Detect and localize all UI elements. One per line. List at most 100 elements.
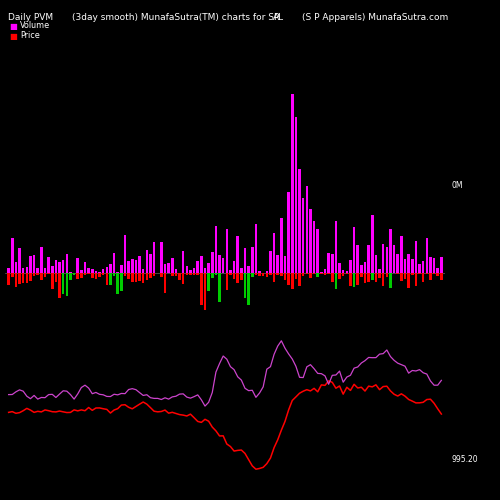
- Bar: [200, 273, 202, 306]
- Bar: [66, 254, 68, 273]
- Bar: [80, 273, 82, 278]
- Bar: [291, 273, 294, 289]
- Bar: [168, 264, 170, 273]
- Bar: [229, 273, 232, 274]
- Bar: [94, 273, 97, 279]
- Bar: [40, 273, 42, 280]
- Bar: [171, 258, 173, 273]
- Bar: [360, 265, 362, 273]
- Bar: [309, 273, 312, 278]
- Bar: [48, 273, 50, 274]
- Bar: [284, 273, 286, 280]
- Bar: [116, 273, 119, 294]
- Text: 995.20: 995.20: [452, 456, 478, 464]
- Bar: [149, 273, 152, 278]
- Bar: [422, 273, 424, 281]
- Bar: [120, 266, 122, 273]
- Bar: [338, 273, 341, 278]
- Bar: [193, 273, 196, 275]
- Bar: [174, 268, 177, 273]
- Bar: [353, 273, 356, 287]
- Bar: [109, 264, 112, 273]
- Bar: [193, 268, 196, 273]
- Bar: [113, 253, 116, 273]
- Text: (3day smooth) MunafaSutra(TM) charts for SP: (3day smooth) MunafaSutra(TM) charts for…: [72, 12, 280, 22]
- Bar: [382, 244, 384, 273]
- Bar: [408, 254, 410, 273]
- Bar: [302, 198, 304, 273]
- Bar: [408, 273, 410, 288]
- Bar: [440, 257, 442, 273]
- Text: AL: AL: [272, 12, 283, 22]
- Bar: [98, 272, 101, 273]
- Bar: [124, 273, 126, 276]
- Bar: [214, 226, 217, 273]
- Bar: [320, 272, 322, 273]
- Bar: [146, 273, 148, 280]
- Bar: [396, 254, 399, 273]
- Bar: [33, 254, 35, 273]
- Bar: [404, 259, 406, 273]
- Bar: [106, 273, 108, 284]
- Bar: [26, 273, 28, 283]
- Bar: [204, 268, 206, 273]
- Bar: [436, 268, 439, 273]
- Bar: [116, 272, 119, 273]
- Bar: [51, 266, 54, 273]
- Bar: [400, 273, 402, 281]
- Bar: [294, 273, 297, 280]
- Bar: [44, 268, 46, 273]
- Bar: [26, 267, 28, 273]
- Bar: [91, 268, 94, 273]
- Bar: [178, 273, 181, 280]
- Bar: [284, 256, 286, 273]
- Bar: [88, 268, 90, 273]
- Bar: [62, 273, 64, 294]
- Bar: [426, 238, 428, 273]
- Bar: [29, 273, 32, 281]
- Bar: [22, 273, 25, 283]
- Bar: [182, 251, 184, 273]
- Bar: [189, 273, 192, 275]
- Bar: [262, 273, 264, 276]
- Bar: [226, 273, 228, 290]
- Text: Price: Price: [20, 31, 40, 40]
- Bar: [236, 273, 239, 283]
- Bar: [211, 252, 214, 273]
- Bar: [69, 272, 71, 273]
- Bar: [14, 273, 17, 286]
- Bar: [214, 273, 217, 275]
- Bar: [411, 260, 414, 273]
- Bar: [80, 270, 82, 273]
- Bar: [346, 271, 348, 273]
- Bar: [273, 273, 276, 282]
- Text: 0M: 0M: [452, 180, 463, 190]
- Text: (S P Apparels) MunafaSutra.com: (S P Apparels) MunafaSutra.com: [302, 12, 449, 22]
- Bar: [8, 268, 10, 273]
- Bar: [324, 269, 326, 273]
- Bar: [306, 273, 308, 274]
- Bar: [266, 272, 268, 273]
- Bar: [269, 273, 272, 276]
- Bar: [58, 273, 61, 298]
- Bar: [128, 260, 130, 273]
- Bar: [134, 260, 137, 273]
- Bar: [189, 270, 192, 273]
- Bar: [200, 256, 202, 273]
- Bar: [236, 236, 239, 273]
- Bar: [313, 221, 316, 273]
- Bar: [160, 273, 162, 277]
- Bar: [124, 236, 126, 273]
- Bar: [164, 273, 166, 293]
- Bar: [51, 273, 54, 288]
- Bar: [364, 273, 366, 283]
- Bar: [258, 272, 261, 273]
- Bar: [414, 240, 417, 273]
- Bar: [280, 273, 282, 276]
- Bar: [378, 273, 381, 278]
- Bar: [142, 273, 144, 282]
- Bar: [138, 273, 141, 281]
- Bar: [328, 253, 330, 273]
- Bar: [113, 273, 116, 276]
- Bar: [128, 273, 130, 279]
